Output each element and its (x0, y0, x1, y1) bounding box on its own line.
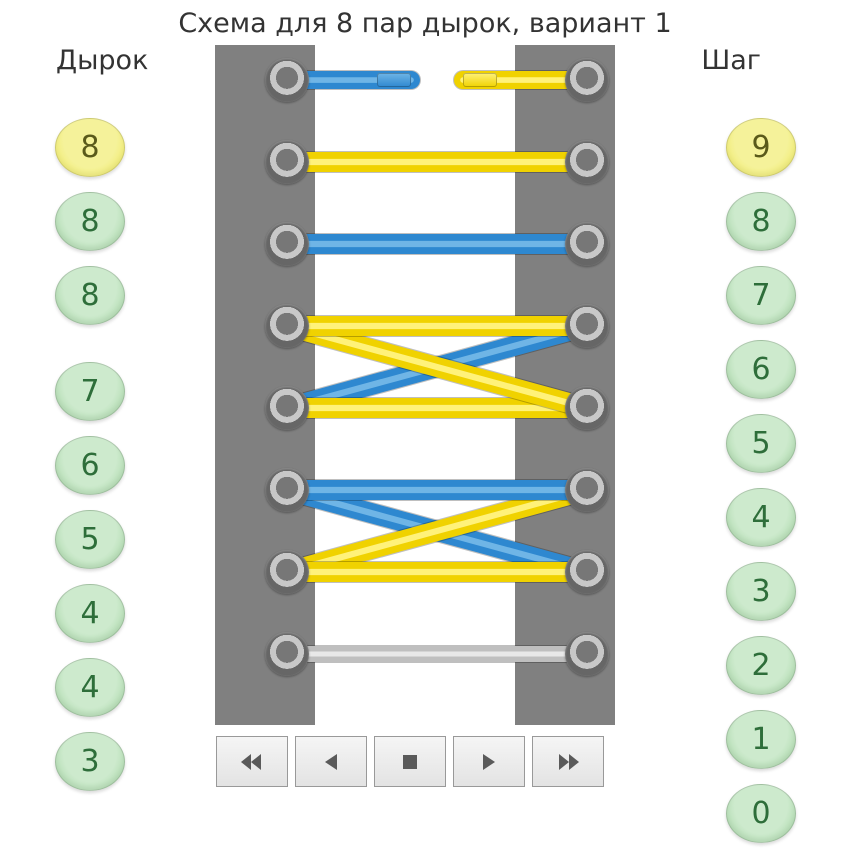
eyelet-L3 (265, 222, 309, 266)
eyelet-R1 (565, 58, 609, 102)
holes-pill-4[interactable]: 6 (55, 436, 125, 495)
stop-button[interactable] (374, 736, 446, 787)
next-button[interactable] (453, 736, 525, 787)
eyelet-L7 (265, 550, 309, 594)
eyelet-R2 (565, 140, 609, 184)
eyelet-L4 (265, 304, 309, 348)
steps-pill-6[interactable]: 3 (726, 562, 796, 621)
steps-pill-4[interactable]: 5 (726, 414, 796, 473)
fast-forward-button[interactable] (532, 736, 604, 787)
holes-pill-3[interactable]: 7 (55, 362, 125, 421)
steps-pill-9[interactable]: 0 (726, 784, 796, 843)
eyelet-R7 (565, 550, 609, 594)
yellow-aglet (463, 73, 497, 87)
eyelet-L8 (265, 632, 309, 676)
holes-pill-8[interactable]: 3 (55, 732, 125, 791)
eyelet-R5 (565, 386, 609, 430)
rewind-button[interactable] (216, 736, 288, 787)
steps-pill-3[interactable]: 6 (726, 340, 796, 399)
holes-pill-6[interactable]: 4 (55, 584, 125, 643)
holes-pill-0[interactable]: 8 (55, 118, 125, 177)
player-controls (216, 736, 604, 787)
prev-button[interactable] (295, 736, 367, 787)
eyelet-L1 (265, 58, 309, 102)
eyelet-L5 (265, 386, 309, 430)
diagram-title: Схема для 8 пар дырок, вариант 1 (0, 8, 850, 39)
eyelet-R3 (565, 222, 609, 266)
steps-pill-1[interactable]: 8 (726, 192, 796, 251)
eyelet-L2 (265, 140, 309, 184)
holes-pill-1[interactable]: 8 (55, 192, 125, 251)
steps-pill-2[interactable]: 7 (726, 266, 796, 325)
holes-pill-7[interactable]: 4 (55, 658, 125, 717)
holes-pill-5[interactable]: 5 (55, 510, 125, 569)
lacing-diagram (0, 0, 850, 850)
steps-pill-8[interactable]: 1 (726, 710, 796, 769)
eyelet-L6 (265, 468, 309, 512)
eyelet-R4 (565, 304, 609, 348)
blue-aglet (377, 73, 411, 87)
column-header-holes: Дырок (56, 45, 148, 76)
column-header-steps: Шаг (701, 45, 761, 76)
steps-pill-5[interactable]: 4 (726, 488, 796, 547)
eyelet-R8 (565, 632, 609, 676)
holes-pill-2[interactable]: 8 (55, 266, 125, 325)
steps-pill-0[interactable]: 9 (726, 118, 796, 177)
eyelet-R6 (565, 468, 609, 512)
steps-pill-7[interactable]: 2 (726, 636, 796, 695)
